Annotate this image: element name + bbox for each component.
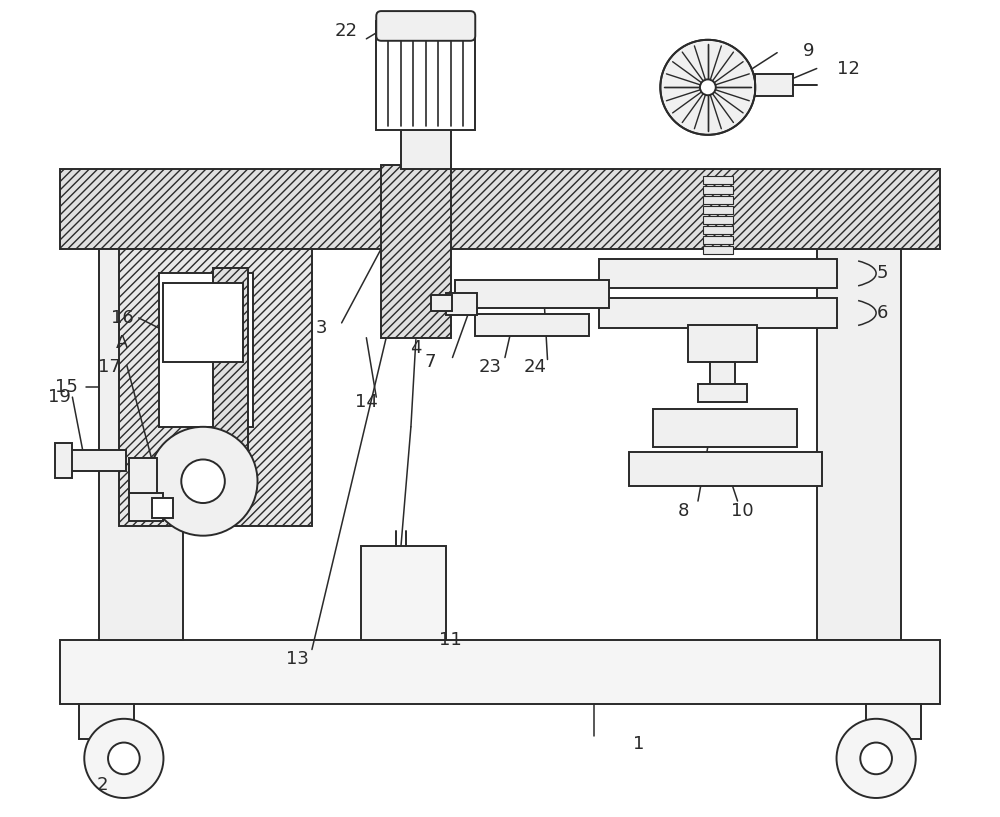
Bar — [653, 409, 797, 447]
Bar — [703, 206, 733, 214]
Circle shape — [84, 719, 163, 798]
Circle shape — [660, 40, 755, 135]
Text: 4: 4 — [410, 338, 422, 357]
Bar — [703, 236, 733, 243]
Bar — [431, 295, 452, 311]
Bar — [60, 640, 940, 704]
Bar — [446, 293, 477, 315]
Bar — [119, 248, 312, 526]
Bar — [755, 74, 793, 96]
Text: 8: 8 — [677, 502, 689, 520]
Text: 6: 6 — [876, 304, 888, 322]
Circle shape — [837, 719, 916, 798]
Bar — [703, 216, 733, 224]
Text: 23: 23 — [479, 359, 502, 377]
Circle shape — [108, 743, 140, 775]
Circle shape — [149, 426, 257, 536]
Text: 15: 15 — [55, 378, 78, 396]
Bar — [629, 452, 822, 486]
Bar — [455, 280, 609, 308]
Bar — [376, 21, 475, 130]
Bar — [599, 258, 837, 288]
Text: 19: 19 — [48, 388, 71, 406]
Bar — [66, 449, 126, 471]
Text: 7: 7 — [425, 354, 436, 372]
Text: 9: 9 — [803, 42, 815, 60]
Text: 2: 2 — [96, 776, 108, 794]
Bar — [159, 274, 253, 426]
Text: 11: 11 — [439, 631, 462, 649]
Bar — [79, 704, 134, 739]
Text: 14: 14 — [355, 393, 378, 411]
Text: 3: 3 — [316, 319, 328, 337]
Bar — [129, 458, 157, 493]
FancyBboxPatch shape — [376, 11, 475, 41]
Bar — [710, 363, 735, 387]
Bar — [401, 130, 451, 169]
Text: 17: 17 — [98, 359, 120, 377]
Text: A: A — [116, 333, 128, 351]
Bar — [599, 298, 837, 328]
Bar — [213, 269, 248, 481]
Bar — [698, 384, 747, 402]
Text: 5: 5 — [876, 265, 888, 283]
Text: 10: 10 — [731, 502, 754, 520]
Bar — [99, 248, 183, 640]
Bar — [55, 443, 72, 478]
Bar — [361, 546, 446, 640]
Bar — [703, 196, 733, 204]
Circle shape — [181, 459, 225, 503]
Text: 13: 13 — [286, 650, 309, 668]
Bar — [129, 493, 163, 521]
Bar — [817, 248, 901, 640]
Bar — [163, 283, 243, 363]
Bar — [866, 704, 921, 739]
Bar — [703, 246, 733, 253]
Text: 24: 24 — [523, 359, 546, 377]
Bar — [60, 169, 940, 248]
Text: 1: 1 — [633, 734, 644, 752]
Bar — [688, 325, 757, 363]
Text: 16: 16 — [111, 309, 133, 327]
Bar — [703, 186, 733, 194]
Bar — [703, 225, 733, 234]
Bar — [475, 314, 589, 336]
Circle shape — [860, 743, 892, 775]
Text: 12: 12 — [837, 60, 860, 78]
Bar — [152, 498, 173, 518]
Bar — [703, 176, 733, 185]
Circle shape — [700, 79, 716, 96]
Text: 22: 22 — [335, 22, 358, 40]
Bar — [381, 164, 451, 337]
